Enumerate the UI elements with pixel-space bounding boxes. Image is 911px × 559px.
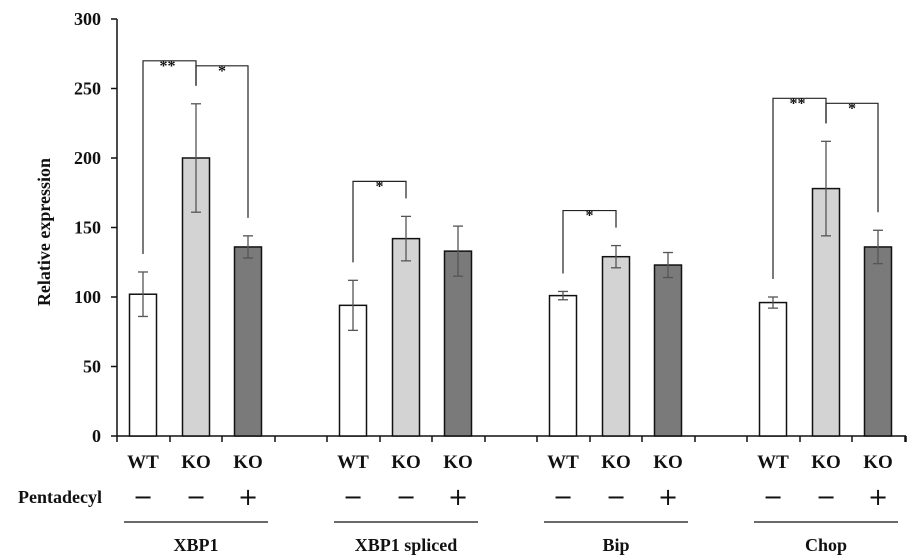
category-label: WT (127, 452, 159, 473)
category-label: KO (863, 452, 893, 473)
treatment-row-label: Pentadecyl (18, 487, 102, 507)
y-tick-label: 0 (92, 426, 101, 446)
group-label: Chop (805, 535, 847, 555)
y-tick-label: 250 (74, 79, 101, 99)
treatment-sign: − (763, 483, 783, 511)
treatment-sign: − (343, 483, 363, 511)
significance-bracket (562, 209, 617, 274)
treatment-sign: − (606, 483, 626, 511)
y-tick-label: 150 (74, 218, 101, 238)
significance-label: * (586, 208, 594, 225)
bar (338, 304, 368, 437)
category-label: KO (443, 452, 473, 473)
treatment-sign: − (133, 483, 153, 511)
bar (653, 264, 683, 437)
bar (601, 255, 631, 437)
significance-bracket (825, 102, 879, 213)
y-tick-label: 100 (74, 287, 101, 307)
y-tick-label: 300 (74, 9, 101, 29)
group-label: Bip (602, 535, 629, 555)
category-label: KO (653, 452, 683, 473)
category-label: KO (811, 452, 841, 473)
significance-label: * (376, 178, 384, 195)
group-label: XBP1 spliced (355, 535, 458, 555)
category-label: WT (547, 452, 579, 473)
treatment-sign: + (658, 483, 678, 511)
y-tick-label: 50 (83, 357, 101, 377)
treatment-sign: − (186, 483, 206, 511)
significance-label: ** (160, 58, 176, 75)
bar (863, 246, 893, 437)
category-label: WT (337, 452, 369, 473)
significance-bracket (352, 180, 407, 263)
category-label: WT (757, 452, 789, 473)
significance-label: ** (790, 95, 806, 112)
treatment-sign: − (396, 483, 416, 511)
bar (233, 246, 263, 437)
labels-layer: Relative expression Pentadecyl WT − KO − KO +… (18, 158, 898, 555)
y-tick-label: 200 (74, 148, 101, 168)
significance-label: * (218, 63, 226, 80)
treatment-sign: − (553, 483, 573, 511)
bars-layer (128, 103, 893, 437)
category-label: KO (391, 452, 421, 473)
bar (548, 294, 578, 437)
category-label: KO (601, 452, 631, 473)
bar (443, 250, 473, 437)
treatment-sign: + (448, 483, 468, 511)
y-axis-title: Relative expression (34, 158, 54, 306)
category-label: KO (233, 452, 263, 473)
treatment-sign: − (816, 483, 836, 511)
treatment-sign: + (868, 483, 888, 511)
bar (128, 293, 158, 437)
treatment-sign: + (238, 483, 258, 511)
significance-label: * (848, 100, 856, 117)
bar (391, 237, 421, 437)
category-label: KO (181, 452, 211, 473)
significance-bracket (195, 65, 249, 218)
group-label: XBP1 (174, 535, 219, 555)
bar (758, 301, 788, 437)
significance-layer: ** ***** * (142, 58, 879, 279)
